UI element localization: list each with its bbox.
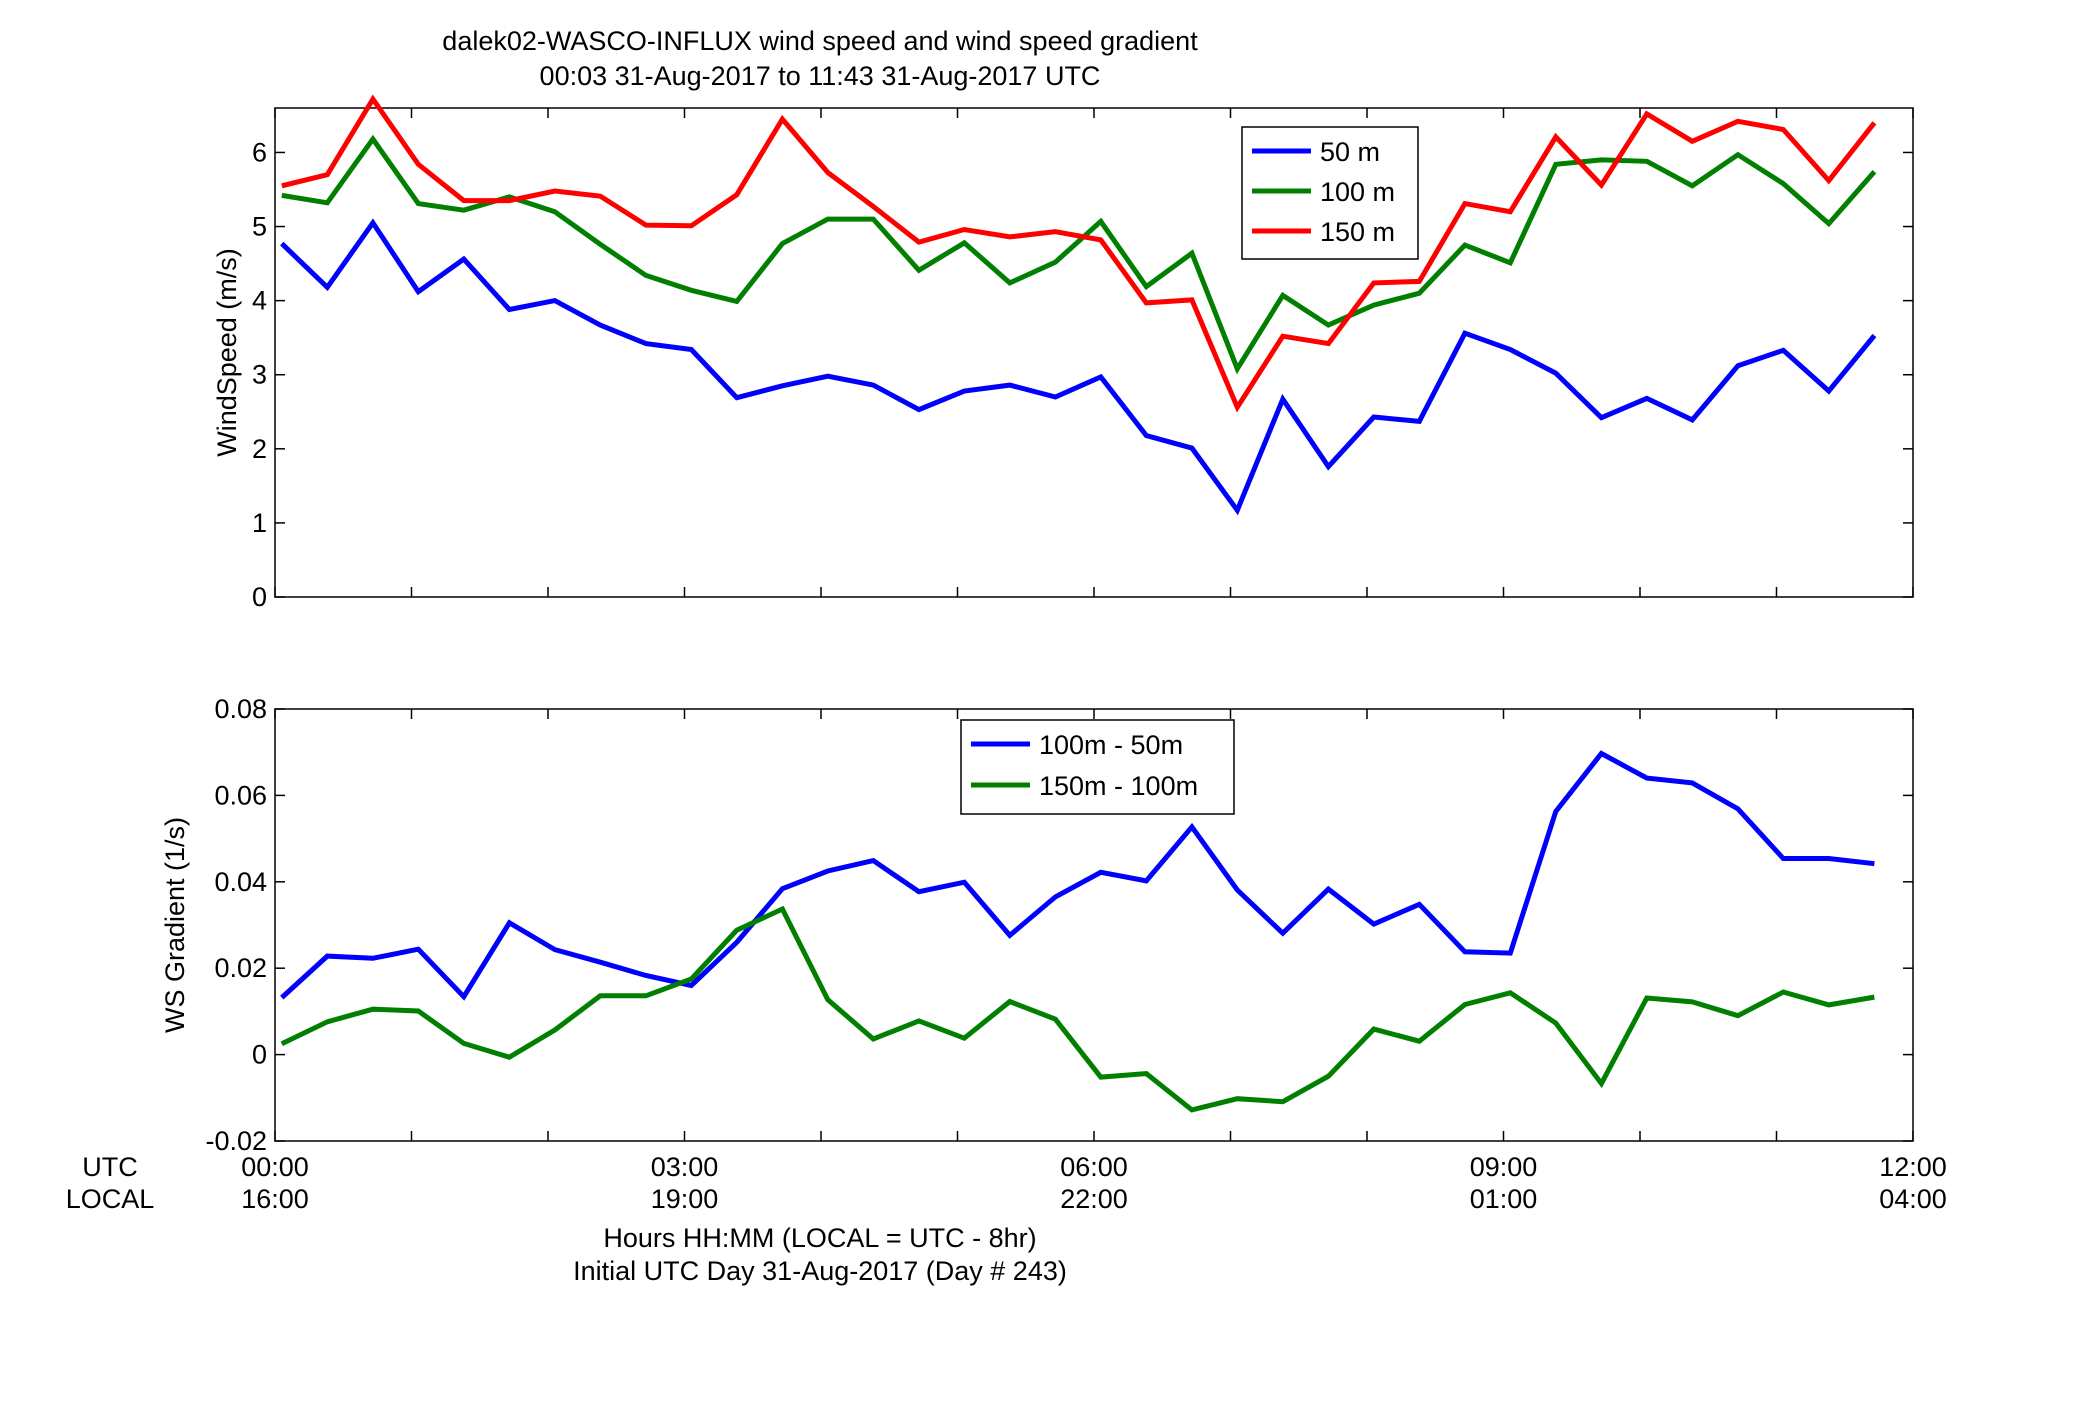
- legend-label: 50 m: [1320, 137, 1380, 167]
- series-line-100m: [281, 134, 1877, 375]
- utc-tick-label: 06:00: [1060, 1152, 1128, 1182]
- local-tick-label: 19:00: [651, 1184, 719, 1214]
- local-row-label: LOCAL: [66, 1184, 155, 1214]
- y-tick-label: 0: [252, 582, 267, 612]
- chart-title-line1: dalek02-WASCO-INFLUX wind speed and wind…: [442, 26, 1198, 56]
- chart-title-line2: 00:03 31-Aug-2017 to 11:43 31-Aug-2017 U…: [540, 61, 1101, 91]
- local-tick-label: 22:00: [1060, 1184, 1128, 1214]
- y-axis-label: WS Gradient (1/s): [160, 817, 190, 1033]
- y-tick-label: 0.04: [214, 867, 267, 897]
- series-line-100m-50m: [280, 750, 1875, 1001]
- series-line-150m-100m: [280, 905, 1875, 1113]
- utc-tick-label: 03:00: [651, 1152, 719, 1182]
- panel-wind-speed: 0 1 2 3 4 5 6 WindSpeed (m/s) 50 m 100 m 150 m: [212, 94, 1914, 612]
- y-tick-label: 2: [252, 434, 267, 464]
- y-axis-label: WindSpeed (m/s): [212, 248, 242, 457]
- y-tick-label: 0.02: [214, 953, 267, 983]
- utc-tick-label: 12:00: [1879, 1152, 1947, 1182]
- local-tick-label: 04:00: [1879, 1184, 1947, 1214]
- y-tick-label: 0.08: [214, 694, 267, 724]
- legend-label: 100m - 50m: [1039, 730, 1183, 760]
- panel-ws-gradient: -0.02 0 0.02 0.04 0.06 0.08 WS Gradient (1/s) 1…: [160, 694, 1914, 1156]
- local-tick-labels: 16:00 19:00 22:00 01:00 04:00: [241, 1184, 1947, 1214]
- y-tick-label: 1: [252, 508, 267, 538]
- series-line-50m: [280, 218, 1877, 516]
- series-line-150m: [281, 94, 1877, 413]
- local-tick-label: 16:00: [241, 1184, 309, 1214]
- utc-tick-labels: 00:00 03:00 06:00 09:00 12:00: [241, 1152, 1947, 1182]
- y-tick-label: 0.06: [214, 780, 267, 810]
- x-axis-label-line2: Initial UTC Day 31-Aug-2017 (Day # 243): [573, 1256, 1067, 1286]
- y-tick-label: 0: [252, 1040, 267, 1070]
- y-tick-label: 3: [252, 360, 267, 390]
- legend-label: 150m - 100m: [1039, 771, 1198, 801]
- y-tick-label: 5: [252, 212, 267, 242]
- legend-label: 100 m: [1320, 177, 1395, 207]
- utc-row-label: UTC: [82, 1152, 138, 1182]
- y-tick-label: -0.02: [205, 1126, 267, 1156]
- y-tick-label: 6: [252, 137, 267, 167]
- utc-tick-label: 09:00: [1470, 1152, 1538, 1182]
- y-tick-label: 4: [252, 286, 267, 316]
- plot-area-0: [274, 107, 1914, 598]
- utc-tick-label: 00:00: [241, 1152, 309, 1182]
- local-tick-label: 01:00: [1470, 1184, 1538, 1214]
- legend-label: 150 m: [1320, 217, 1395, 247]
- x-axis-label-line1: Hours HH:MM (LOCAL = UTC - 8hr): [603, 1223, 1036, 1253]
- legend-box: [960, 719, 1235, 815]
